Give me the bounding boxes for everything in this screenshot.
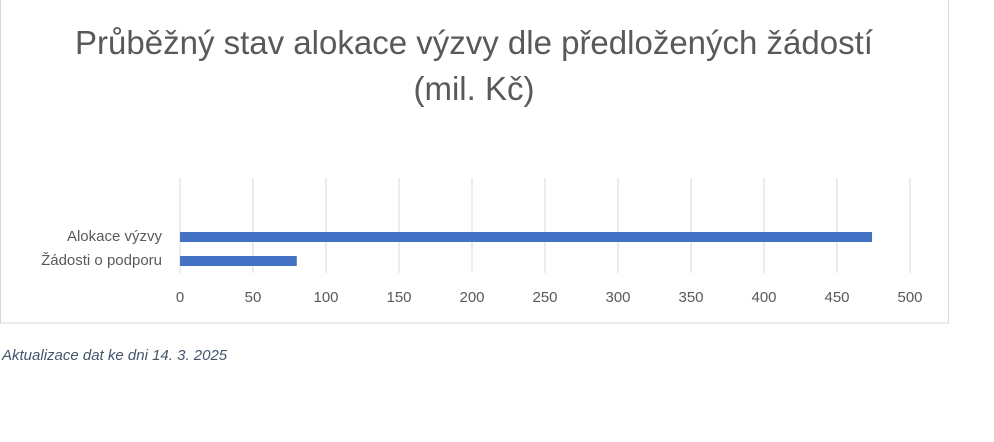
x-tick-label: 150 (386, 289, 411, 306)
x-tick-label: 300 (605, 289, 630, 306)
chart-title: Průběžný stav alokace výzvy dle předlože… (75, 24, 873, 107)
x-tick-label: 350 (678, 289, 703, 306)
annotation: Aktualizace dat ke dni 14. 3. 2025 (2, 347, 228, 364)
chart-border (0, 0, 949, 324)
x-tick-label: 0 (176, 289, 184, 306)
x-tick-label: 250 (532, 289, 557, 306)
x-tick-label: 450 (824, 289, 849, 306)
x-tick-label: 500 (897, 289, 922, 306)
x-tick-label: 200 (459, 289, 484, 306)
x-tick-label: 50 (245, 289, 262, 306)
y-tick-label: Žádosti o podporu (41, 252, 162, 269)
y-tick-label: Alokace výzvy (67, 228, 163, 245)
bar (180, 232, 873, 242)
x-tick-label: 400 (751, 289, 776, 306)
bar (180, 256, 297, 266)
x-tick-label: 100 (313, 289, 338, 306)
